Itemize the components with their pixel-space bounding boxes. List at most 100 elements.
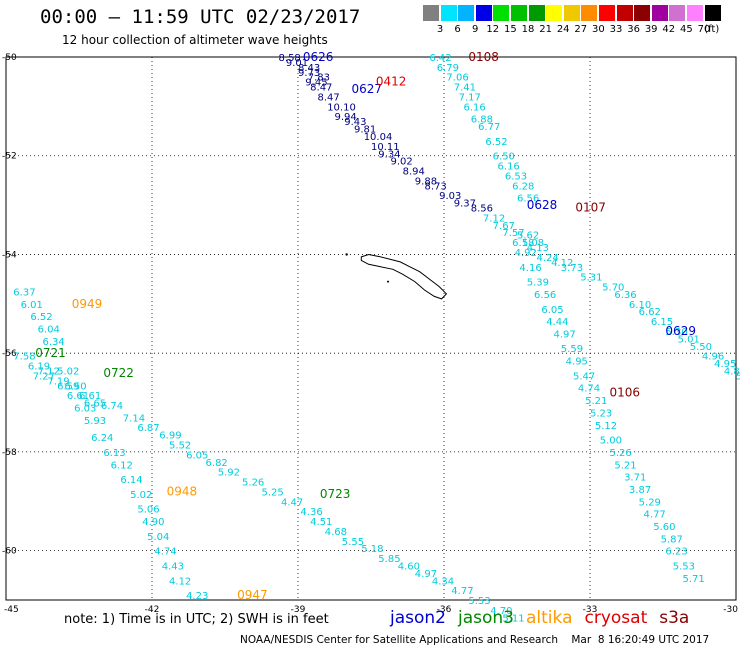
wave-height-value: 4.43: [162, 561, 184, 572]
pass-id-label: 0948: [167, 484, 198, 498]
legend-label: 39: [644, 24, 658, 35]
legend-label: 42: [662, 24, 676, 35]
wave-height-value: 5.53: [673, 561, 695, 572]
wave-height-value: 4.13: [527, 243, 549, 254]
wave-height-value: 7.12: [38, 366, 60, 377]
wave-height-value: 5.00: [600, 436, 622, 447]
wave-height-value: 5.47: [573, 371, 595, 382]
wave-height-value: 7.67: [493, 221, 515, 232]
wave-height-value: 5.31: [580, 273, 602, 284]
wave-height-value: 5.25: [262, 487, 284, 498]
latitude-tick-label: -50: [2, 53, 17, 63]
wave-height-value: 6.03: [74, 403, 96, 414]
pass-id-label: 0722: [103, 366, 134, 380]
wave-height-value: 5.71: [682, 574, 704, 585]
islet-mark: [345, 253, 348, 256]
islet-mark: [387, 280, 390, 283]
wave-height-value: 6.34: [43, 337, 65, 348]
pass-id-label: 0627: [352, 82, 383, 96]
wave-height-value: 6.12: [111, 460, 133, 471]
longitude-tick-label: -33: [583, 605, 598, 615]
wave-height-value: 5.39: [736, 371, 740, 382]
legend-swatch: [475, 5, 492, 21]
wave-height-value: 6.65: [84, 399, 106, 410]
wave-height-value: 8.43: [298, 63, 320, 74]
longitude-tick-label: -30: [723, 605, 738, 615]
wave-height-value: 7.41: [454, 83, 476, 94]
wave-height-value: 6.28: [512, 181, 534, 192]
pass-id-label: 0628: [527, 198, 558, 212]
legend-swatch: [546, 5, 563, 21]
legend-swatch: [634, 5, 651, 21]
legend-swatch: [581, 5, 598, 21]
wave-height-value: 6.37: [13, 287, 35, 298]
wave-height-value: 8.58: [279, 53, 301, 64]
wave-height-value: 5.85: [378, 554, 400, 565]
pass-id-label: 0721: [35, 346, 66, 360]
wave-height-value: 4.95: [566, 357, 588, 368]
wave-height-value: 6.56: [517, 194, 539, 205]
wave-height-value: 9.73: [298, 68, 320, 79]
wave-height-value: 8.94: [403, 167, 425, 178]
wave-height-value: 8.47: [317, 92, 339, 103]
legend-swatch: [511, 5, 527, 21]
wave-height-value: 6.05: [541, 305, 563, 316]
wave-height-value: 7.06: [446, 73, 468, 84]
wave-height-value: 5.21: [585, 396, 607, 407]
wave-height-value: 5.01: [678, 334, 700, 345]
legend-swatch: [440, 5, 457, 21]
wave-height-value: 6.59: [57, 381, 79, 392]
wave-height-value: 9.43: [344, 117, 366, 128]
wave-height-value: 5.21: [614, 460, 636, 471]
latitude-tick-label: -60: [2, 547, 17, 557]
page-title: 00:00 – 11:59 UTC 02/23/2017: [40, 6, 361, 28]
wave-height-value: 5.53: [468, 596, 490, 607]
wave-height-value: 5.26: [609, 448, 631, 459]
wave-height-value: 5.87: [661, 534, 683, 545]
wave-height-value: 6.87: [137, 423, 159, 434]
wave-height-value: 4.70: [490, 606, 512, 617]
wave-height-value: 7.14: [123, 413, 145, 424]
wave-height-value: 6.88: [471, 115, 493, 126]
wave-height-value: 5.50: [690, 342, 712, 353]
wave-height-value: 6.79: [437, 63, 459, 74]
page-subtitle: 12 hour collection of altimeter wave hei…: [62, 33, 328, 47]
wave-height-value: 5.02: [57, 366, 79, 377]
wave-height-value: 10.04: [364, 132, 393, 143]
wave-height-value: 4.92: [515, 248, 537, 259]
wave-height-value: 6.16: [498, 162, 520, 173]
wave-height-value: 6.99: [159, 431, 181, 442]
pass-id-label: 0723: [320, 487, 351, 501]
legend-label: 45: [680, 24, 693, 35]
wave-height-value: 7.57: [502, 228, 524, 239]
wave-height-value: 6.52: [485, 137, 507, 148]
wave-height-value: 6.16: [463, 102, 485, 113]
wave-height-value: 5.52: [169, 441, 191, 452]
legend-label: 6: [454, 24, 461, 35]
wave-height-value: 5.02: [130, 490, 152, 501]
pass-id-label: 0629: [665, 324, 696, 338]
legend-swatch: [651, 5, 668, 21]
wave-height-value: 4.90: [142, 517, 164, 528]
wave-height-value: 5.30: [665, 327, 687, 338]
satellite-legend-cryosat: cryosat: [584, 608, 648, 628]
latitude-tick-label: -56: [2, 349, 17, 359]
wave-height-value: 4.36: [300, 507, 322, 518]
pass-id-label: 0107: [575, 201, 606, 215]
wave-height-value: 6.62: [639, 307, 661, 318]
wave-height-value: 4.16: [519, 263, 541, 274]
wave-height-value: 5.06: [137, 505, 159, 516]
satellite-legend-altika: altika: [526, 608, 573, 628]
wave-height-value: 9.37: [454, 199, 476, 210]
legend-swatch: [616, 5, 633, 21]
wave-height-value: 6.05: [186, 450, 208, 461]
wave-height-value: 4.47: [281, 497, 303, 508]
map-frame: [5, 56, 737, 601]
wave-height-value: 6.82: [206, 458, 228, 469]
legend-label: 9: [472, 24, 479, 35]
wave-height-value: 4.95: [714, 359, 736, 370]
legend-label: 33: [609, 24, 623, 35]
wave-height-value: 5.92: [218, 468, 240, 479]
note-text: note: 1) Time is in UTC; 2) SWH is in fe…: [64, 612, 329, 627]
wave-height-value: 4.74: [578, 384, 600, 395]
